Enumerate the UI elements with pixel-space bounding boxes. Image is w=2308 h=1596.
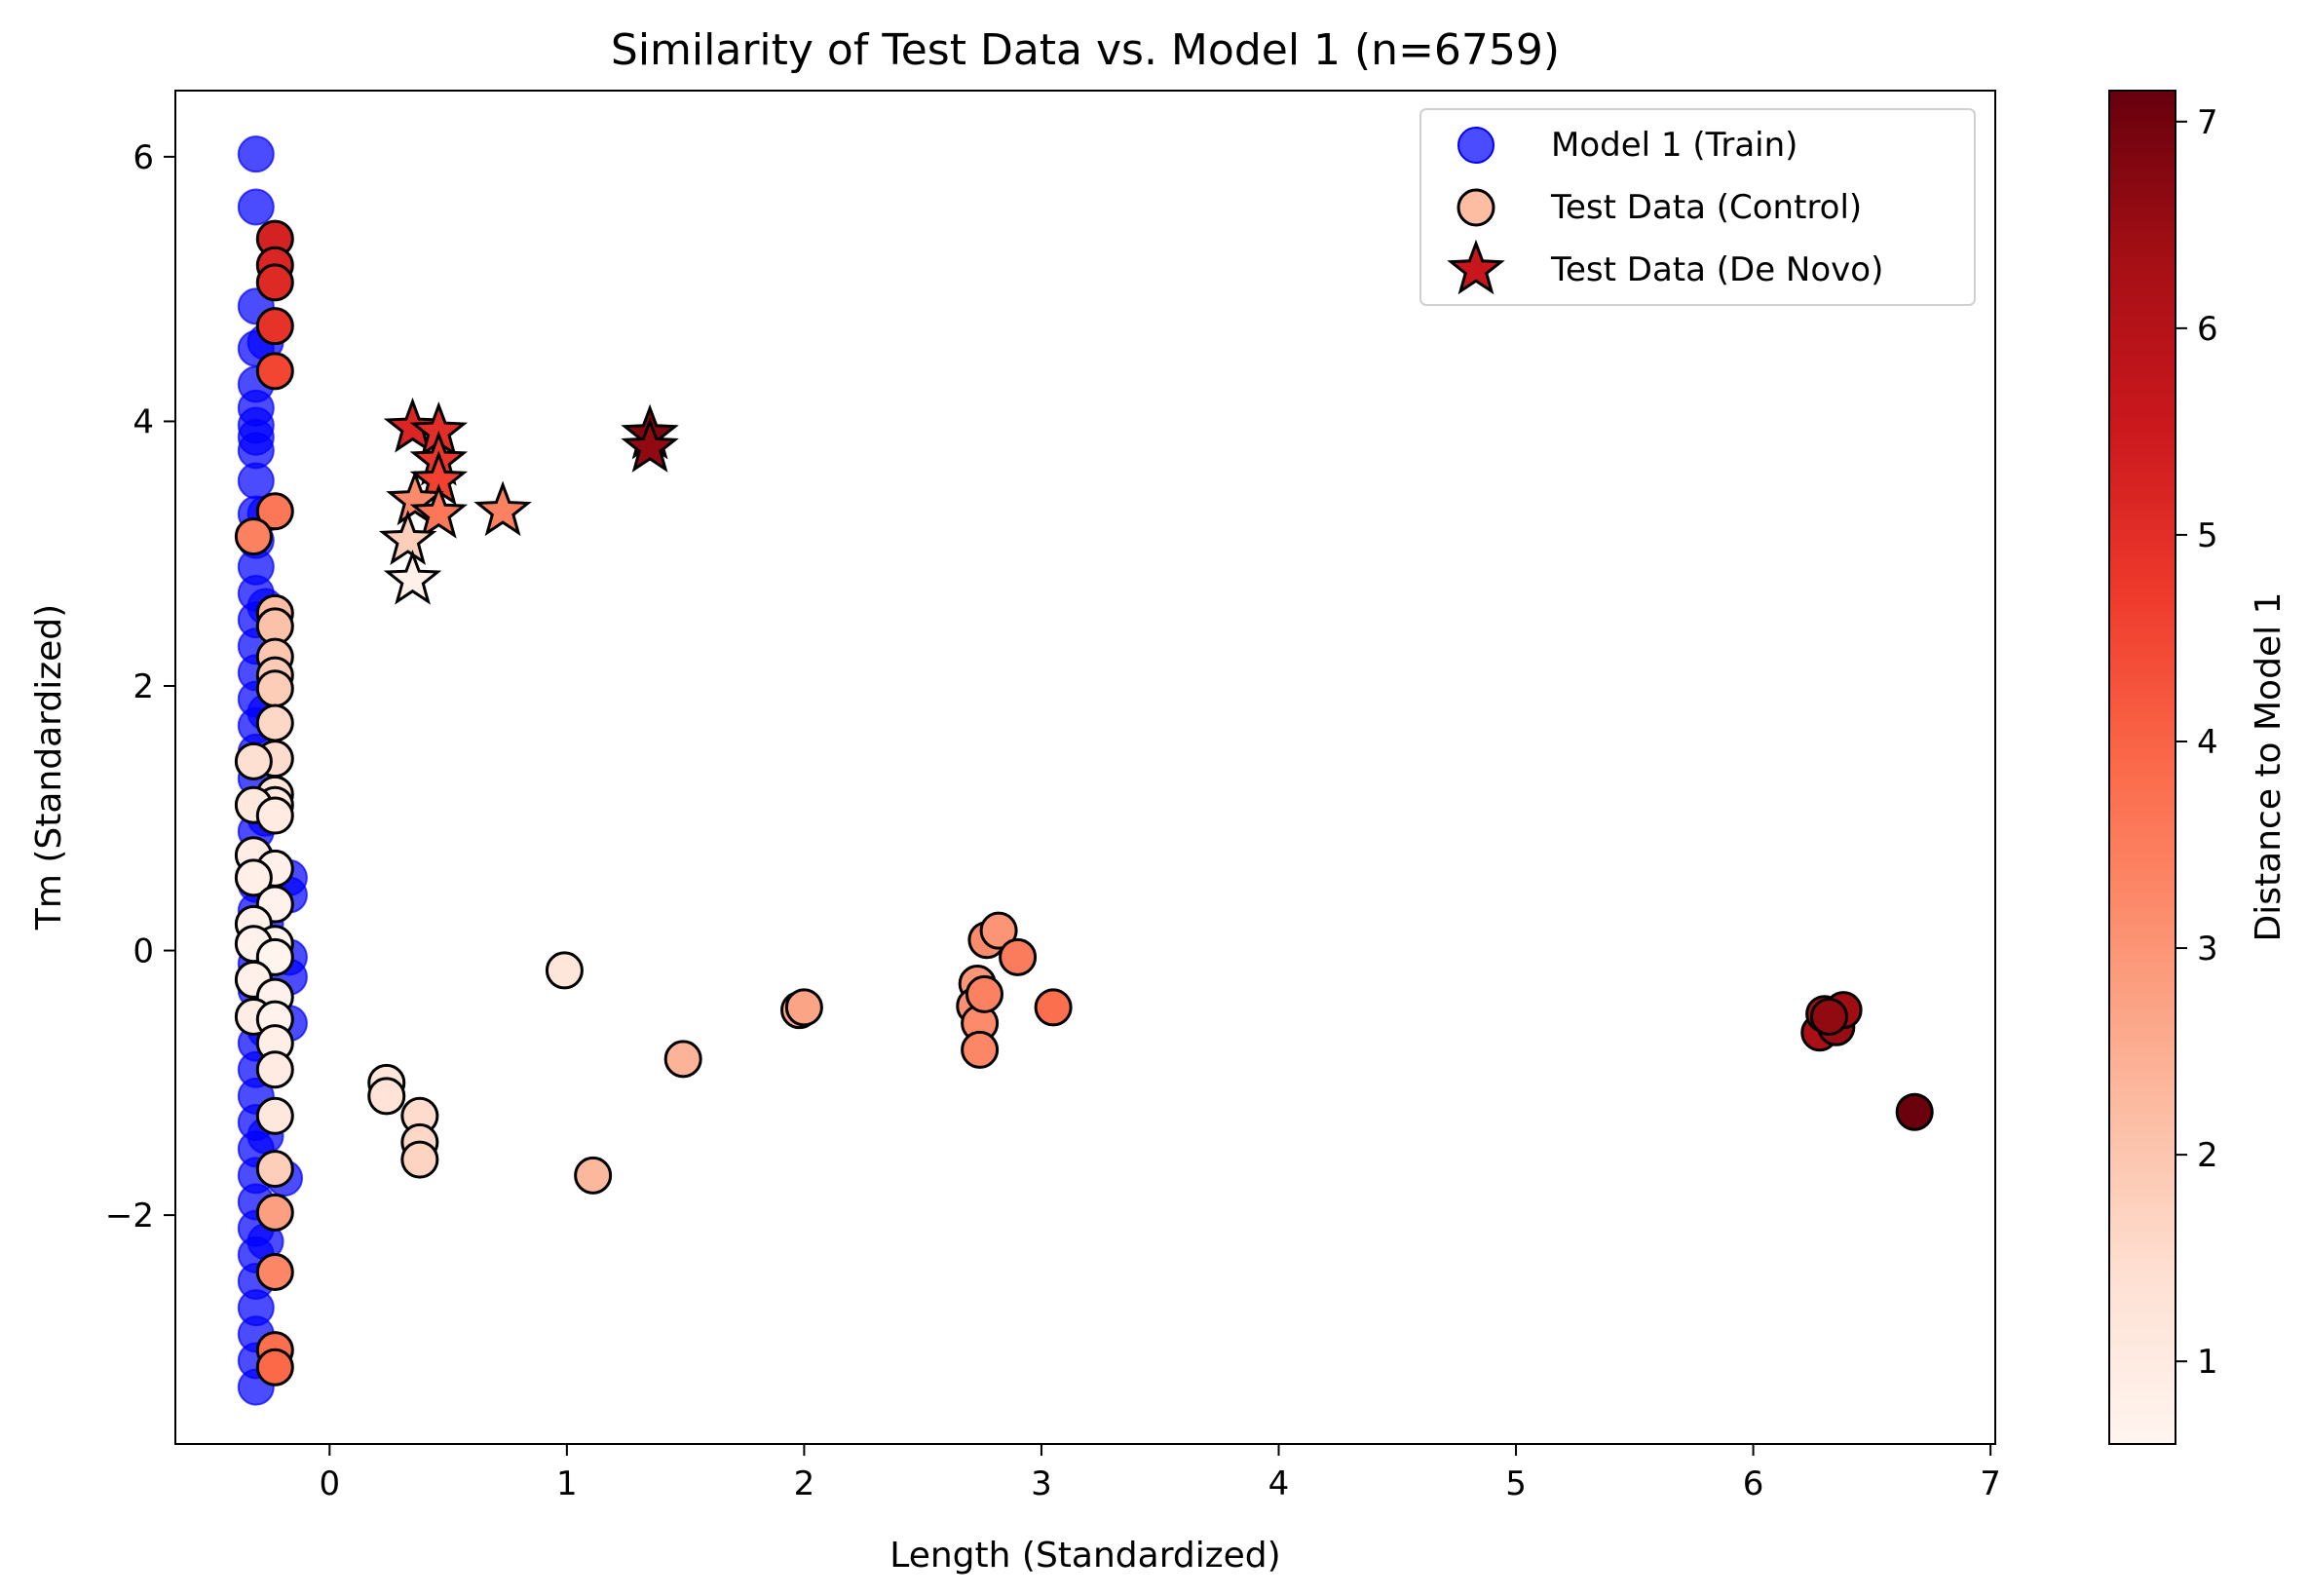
legend-markers <box>1447 127 1505 295</box>
control-point <box>255 1050 294 1089</box>
control-point <box>255 307 294 346</box>
control-point <box>784 988 823 1027</box>
denovo-point <box>473 480 532 537</box>
colorbar-tick-label: 6 <box>2197 310 2218 349</box>
legend-label-denovo: Test Data (De Novo) <box>1550 250 1883 289</box>
control-point <box>255 492 294 531</box>
colorbar-tick-label: 4 <box>2197 723 2218 762</box>
control-point <box>234 858 273 897</box>
legend-box <box>1419 108 1976 306</box>
legend-label-train: Model 1 (Train) <box>1551 126 1797 165</box>
control-point <box>979 911 1018 950</box>
colorbar-tick-label: 7 <box>2197 103 2218 142</box>
x-tick-label: 0 <box>319 1464 340 1503</box>
colorbar-gradient <box>2108 90 2176 1445</box>
control-point <box>255 1096 294 1135</box>
colorbar-tick-label: 5 <box>2197 516 2218 555</box>
x-tick-label: 4 <box>1268 1464 1290 1503</box>
x-tick-label: 2 <box>794 1464 815 1503</box>
control-point <box>255 352 294 391</box>
control-point <box>255 263 294 302</box>
denovo-point <box>383 397 442 453</box>
y-tick-label: 4 <box>132 402 154 441</box>
x-tick-label: 3 <box>1031 1464 1052 1503</box>
legend-marker-denovo <box>1447 239 1505 295</box>
x-tick-label: 6 <box>1743 1464 1764 1503</box>
control-point <box>999 937 1038 976</box>
y-tick-label: 6 <box>132 138 154 177</box>
legend: Model 1 (Train) Test Data (Control) Test… <box>1419 108 1976 306</box>
chart-title: Similarity of Test Data vs. Model 1 (n=6… <box>611 25 1560 75</box>
control-point <box>400 1140 439 1179</box>
control-point <box>961 1030 1000 1069</box>
control-point <box>255 1150 294 1189</box>
control-point <box>965 974 1003 1013</box>
colorbar-ticks: 1 2 3 4 5 6 7 <box>2176 103 2218 1382</box>
train-point <box>237 135 275 173</box>
x-tick-label: 7 <box>1980 1464 2001 1503</box>
control-point <box>1034 988 1073 1027</box>
colorbar: 1 2 3 4 5 6 7 Distance to Model 1 <box>2108 90 2289 1445</box>
plot-frame <box>174 90 1996 1445</box>
denovo-point <box>383 550 442 605</box>
y-tick-label: −2 <box>105 1197 154 1235</box>
y-tick-label: 2 <box>132 667 154 706</box>
colorbar-tick-label: 2 <box>2197 1136 2218 1175</box>
control-point <box>367 1077 406 1116</box>
legend-label-control: Test Data (Control) <box>1550 188 1862 227</box>
control-point <box>255 703 294 742</box>
x-axis-label: Length (Standardized) <box>889 1536 1280 1576</box>
control-point <box>255 1348 294 1387</box>
control-point <box>1895 1092 1934 1131</box>
denovo-point <box>386 470 444 526</box>
legend-marker-control <box>1457 188 1495 227</box>
x-tick-label: 5 <box>1505 1464 1527 1503</box>
x-tick-label: 1 <box>556 1464 578 1503</box>
denovo-point <box>378 510 437 565</box>
control-point <box>234 741 273 780</box>
control-point <box>234 517 273 556</box>
plot-points <box>234 135 1934 1406</box>
y-tick-label: 0 <box>132 932 154 971</box>
train-point <box>237 188 275 226</box>
control-point <box>255 796 294 835</box>
colorbar-tick-label: 1 <box>2197 1343 2218 1382</box>
legend-marker-train <box>1457 127 1495 164</box>
y-axis-ticks: −2 0 2 4 6 <box>105 138 175 1235</box>
denovo-point <box>621 417 679 473</box>
control-point <box>663 1040 702 1079</box>
train-point <box>237 462 275 500</box>
control-point <box>1810 997 1849 1036</box>
control-point <box>255 1193 294 1232</box>
colorbar-label: Distance to Model 1 <box>2249 592 2289 942</box>
denovo-point <box>409 483 469 539</box>
control-point <box>255 1252 294 1291</box>
control-point <box>574 1156 613 1195</box>
control-point <box>545 951 584 990</box>
colorbar-tick-label: 3 <box>2197 930 2218 969</box>
x-axis-ticks: 0 1 2 3 4 5 6 7 <box>319 1444 2001 1503</box>
control-point <box>255 669 294 708</box>
y-axis-label: Tm (Standardized) <box>29 604 69 931</box>
